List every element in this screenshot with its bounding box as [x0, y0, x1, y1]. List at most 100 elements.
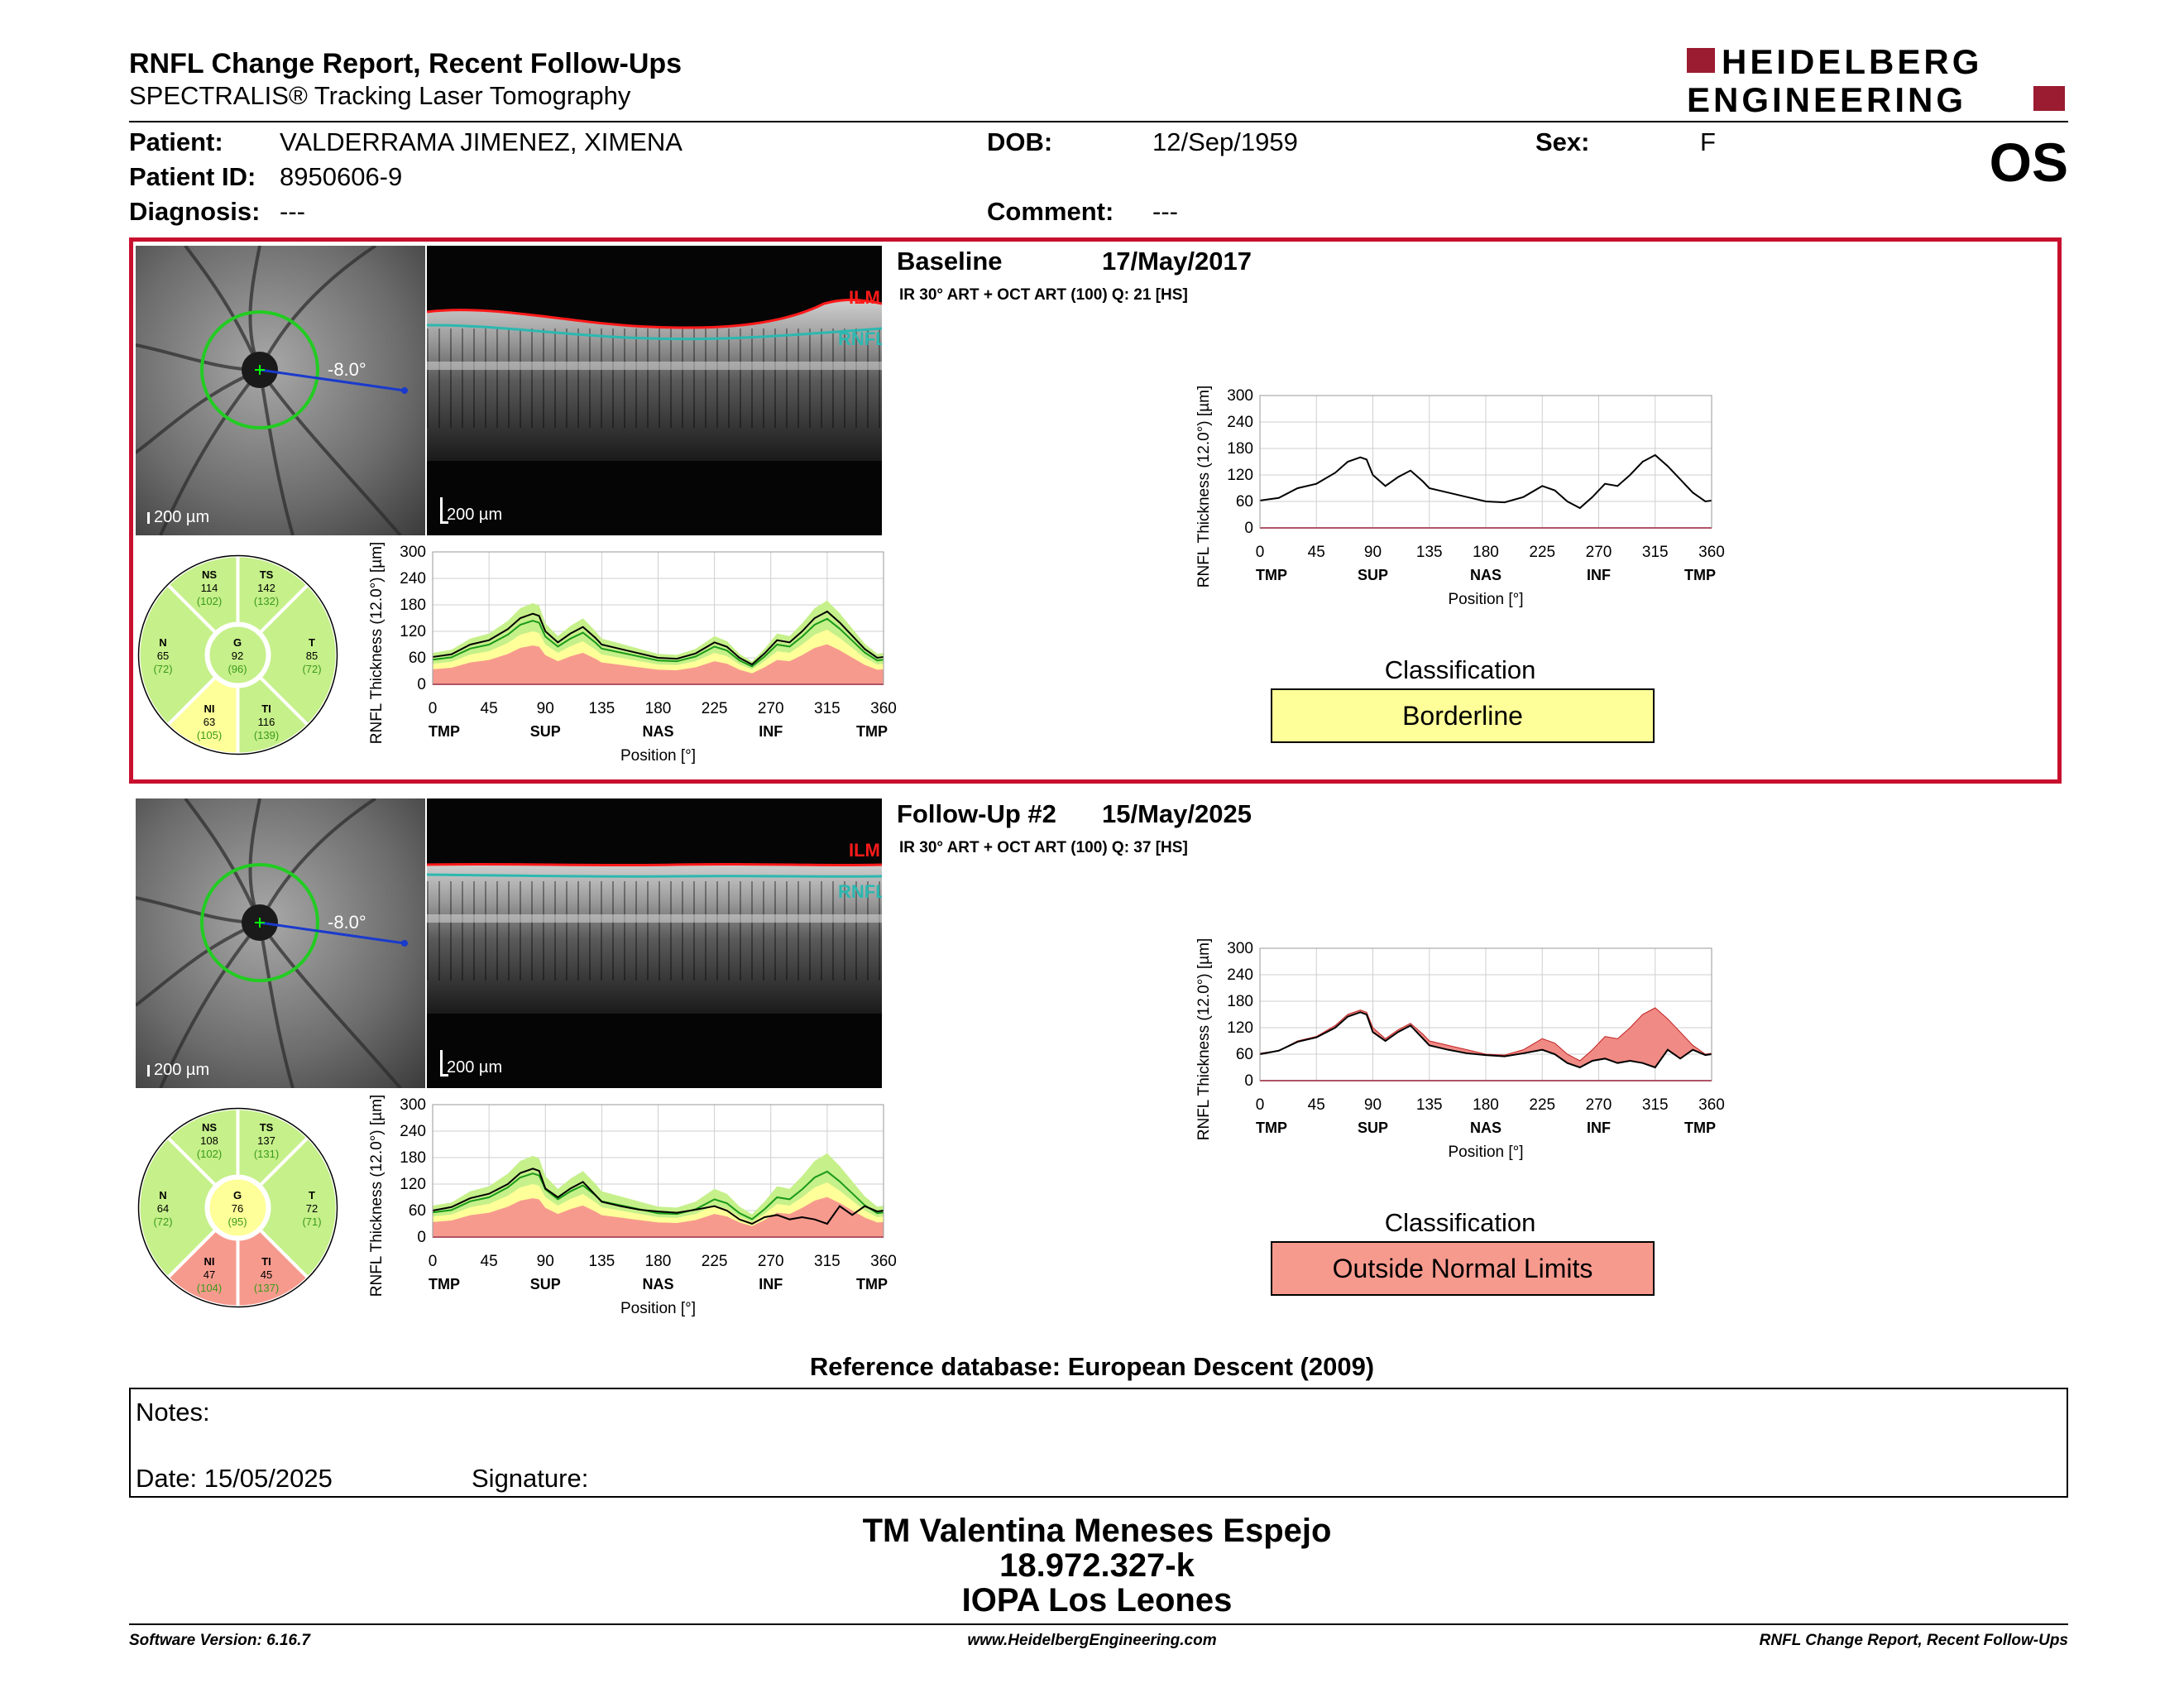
followup-change-chart: 0 60 120 180 240 300 0 45 90 135 180 225 270 315 360 TM…	[1195, 938, 1725, 1161]
header-divider	[129, 121, 2068, 122]
x-tick-label: 135	[589, 1253, 615, 1270]
sector-label-ti: TI	[261, 1255, 271, 1268]
sector-value-ts: 137	[257, 1134, 275, 1147]
sector-ref-ti: (139)	[254, 729, 279, 741]
y-tick-label: 180	[400, 597, 426, 614]
footer-report-name: RNFL Change Report, Recent Follow-Ups	[1759, 1632, 2068, 1649]
scan-name: Baseline	[897, 247, 1003, 276]
x-tick-label: 270	[1586, 1096, 1612, 1114]
y-tick-label: 240	[1227, 966, 1253, 984]
y-tick-label: 60	[409, 1202, 426, 1220]
x-tick-label: 225	[1529, 1096, 1555, 1114]
ilm-line	[427, 298, 882, 329]
orientation-line	[259, 368, 405, 392]
thickness-line	[1259, 1011, 1712, 1069]
x-tick-label: 360	[1698, 544, 1725, 561]
fundus-scale-label: 200 µm	[154, 1061, 209, 1079]
x-tick-label: 225	[1529, 544, 1555, 561]
patient-label: Patient:	[129, 127, 223, 156]
x-tick-label: 45	[481, 700, 498, 717]
signature-label: Signature:	[472, 1464, 589, 1493]
y-tick-label: 120	[400, 623, 426, 640]
scan-name: Follow-Up #2	[897, 799, 1056, 828]
sector-ref-t: (72)	[302, 663, 321, 675]
sector-value-ni: 47	[204, 1268, 215, 1281]
sector-ref-ni: (105)	[197, 729, 222, 741]
x-tick-label: 360	[870, 700, 897, 717]
sector-value-t: 72	[306, 1202, 318, 1215]
sector-ref-n: (72)	[153, 1216, 172, 1228]
sector-label-t: T	[309, 1189, 315, 1201]
sector-label-ns: NS	[202, 1121, 217, 1134]
x-sector-label: NAS	[1470, 1120, 1502, 1136]
x-tick-label: 315	[1642, 1096, 1669, 1114]
sector-value-ts: 142	[257, 582, 275, 594]
patient-id: 8950606-9	[280, 162, 403, 191]
patient-id-label: Patient ID:	[129, 162, 256, 191]
x-tick-label: 45	[1308, 544, 1325, 561]
sector-value-t: 85	[306, 650, 318, 662]
x-tick-label: 90	[1364, 1096, 1382, 1114]
sector-label-ti: TI	[261, 703, 271, 715]
svg-text:HEIDELBERG: HEIDELBERG	[1722, 43, 1982, 81]
x-sector-label: SUP	[1358, 567, 1388, 583]
sector-g	[206, 1176, 270, 1240]
x-tick-label: 0	[429, 1253, 438, 1270]
rnfl-line	[427, 324, 882, 341]
x-sector-label: TMP	[856, 723, 888, 740]
y-tick-label: 300	[400, 1096, 426, 1114]
x-sector-label: TMP	[429, 723, 460, 740]
y-tick-label: 300	[400, 544, 426, 561]
x-tick-label: 360	[870, 1253, 897, 1270]
x-tick-label: 315	[1642, 544, 1669, 561]
normative-mean-line	[432, 1170, 884, 1220]
sector-label-ni: NI	[204, 703, 215, 715]
scan-date: 15/May/2025	[1102, 799, 1252, 828]
outside-limits-band	[433, 644, 884, 684]
website-link[interactable]: www.HeidelbergEngineering.com	[967, 1632, 1217, 1649]
sector-ref-ts: (132)	[254, 595, 279, 607]
sector-g	[206, 623, 270, 687]
x-tick-label: 90	[537, 1253, 554, 1270]
x-tick-label: 0	[1256, 1096, 1265, 1114]
sex-label: Sex:	[1535, 127, 1590, 156]
x-sector-label: INF	[1587, 1120, 1611, 1136]
x-axis-title: Position [°]	[1448, 591, 1523, 608]
x-sector-label: SUP	[530, 1276, 561, 1292]
x-tick-label: 315	[814, 700, 841, 717]
x-tick-label: 270	[758, 700, 784, 717]
diagnosis-value: ---	[280, 197, 305, 226]
x-sector-label: NAS	[642, 1276, 673, 1292]
y-tick-label: 60	[409, 650, 426, 667]
x-tick-label: 0	[429, 700, 438, 717]
eye-indicator: OS	[1989, 132, 2068, 193]
x-sector-label: SUP	[530, 723, 561, 740]
sector-value-g: 92	[232, 650, 243, 662]
software-version: Software Version: 6.16.7	[129, 1632, 310, 1649]
y-axis-title: RNFL Thickness (12.0°) [µm]	[1195, 386, 1213, 588]
ilm-label: ILM	[849, 840, 880, 861]
x-tick-label: 180	[645, 1253, 672, 1270]
y-axis-title: RNFL Thickness (12.0°) [µm]	[1195, 938, 1213, 1141]
fundus-image: -8.0° 200 µm	[136, 246, 425, 535]
x-sector-label: TMP	[1684, 567, 1716, 583]
baseline-highlight-frame	[129, 237, 2062, 784]
comment-label: Comment:	[987, 197, 1114, 226]
patient-name: VALDERRAMA JIMENEZ, XIMENA	[280, 127, 682, 156]
sector-label-g: G	[233, 636, 242, 649]
y-tick-label: 120	[1227, 467, 1253, 484]
x-sector-label: TMP	[856, 1276, 888, 1292]
svg-text:ENGINEERING: ENGINEERING	[1687, 80, 1966, 117]
sector-label-ts: TS	[260, 1121, 274, 1134]
sector-ref-ns: (102)	[197, 595, 222, 607]
thickness-line	[1259, 453, 1712, 510]
x-axis-title: Position [°]	[620, 747, 696, 765]
scan-params: IR 30° ART + OCT ART (100) Q: 37 [HS]	[899, 839, 1188, 856]
diagnosis-label: Diagnosis:	[129, 197, 261, 226]
y-tick-label: 60	[1236, 493, 1253, 511]
baseline-thickness-profile-chart: 0 60 120 180 240 300 0 45 90 135 180 225 270 315 360 TM…	[368, 542, 897, 765]
sector-label-ts: TS	[260, 568, 274, 581]
x-tick-label: 135	[1416, 544, 1443, 561]
dob-label: DOB:	[987, 127, 1053, 156]
sector-ref-ti: (137)	[254, 1282, 279, 1294]
